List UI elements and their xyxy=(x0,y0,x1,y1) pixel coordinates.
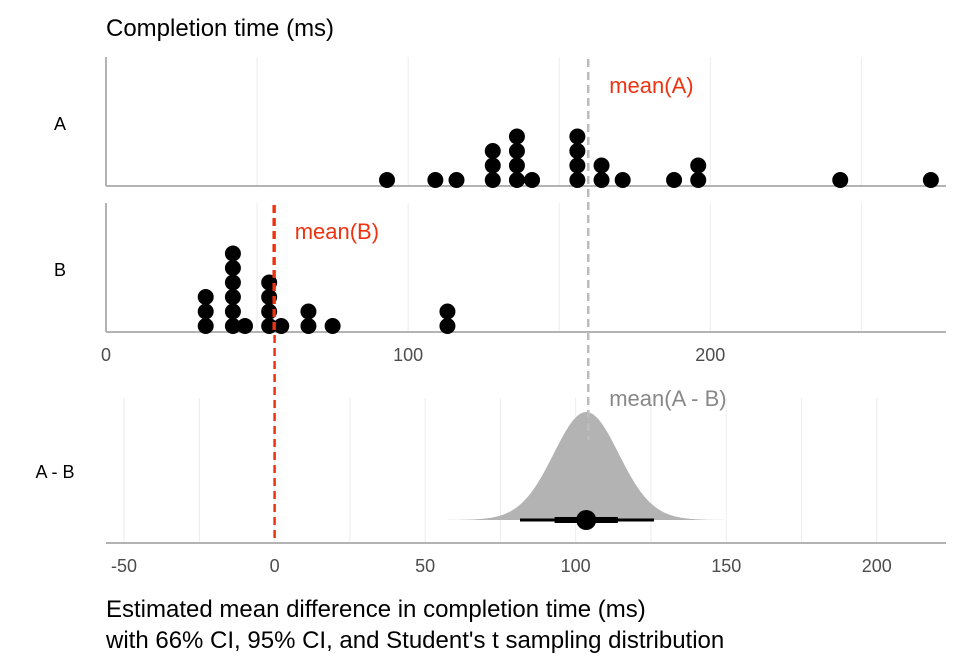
data-point-A xyxy=(524,172,541,188)
data-point-A xyxy=(448,172,465,188)
top-x-tick-label: 100 xyxy=(393,345,423,365)
data-point-B xyxy=(224,274,241,291)
data-point-A xyxy=(690,157,707,174)
data-point-B xyxy=(224,318,241,334)
data-point-B xyxy=(224,260,241,276)
data-point-B xyxy=(324,318,341,334)
mean-b-label: mean(B) xyxy=(295,219,379,244)
data-point-A xyxy=(484,143,501,159)
data-point-B xyxy=(224,289,241,305)
data-point-B xyxy=(197,303,214,320)
data-point-A xyxy=(922,172,939,188)
data-point-A xyxy=(690,172,707,188)
data-point-B xyxy=(224,303,241,320)
data-point-A xyxy=(484,172,501,188)
top-chart-title: Completion time (ms) xyxy=(106,15,334,42)
grid-lines xyxy=(105,57,878,543)
data-point-A xyxy=(508,172,525,188)
mean-a-label: mean(A) xyxy=(609,73,693,98)
data-point-A xyxy=(379,172,396,188)
diff-x-tick-label: 50 xyxy=(415,556,435,576)
top-x-tick-label: 200 xyxy=(695,345,725,365)
chart-marks: 0 100 200 -50 0 50 100 150 200 xyxy=(101,57,946,576)
data-point-A xyxy=(508,157,525,174)
data-point-A xyxy=(508,128,525,145)
data-point-A xyxy=(569,128,586,145)
panel-a-label: A xyxy=(54,114,66,134)
data-point-B xyxy=(273,318,290,334)
data-point-A xyxy=(569,157,586,174)
top-x-tick-label: 0 xyxy=(101,345,111,365)
bottom-chart-title: Estimated mean difference in completion … xyxy=(106,596,646,623)
data-point-B xyxy=(197,318,214,334)
mean-diff-label: mean(A - B) xyxy=(609,386,726,411)
diff-x-tick-label: 100 xyxy=(561,556,591,576)
diff-x-tick-label: 150 xyxy=(711,556,741,576)
panel-b-label: B xyxy=(54,260,66,280)
data-point-A xyxy=(569,143,586,159)
point-estimate xyxy=(576,510,597,530)
data-point-B xyxy=(439,303,456,320)
data-point-A xyxy=(614,172,631,188)
data-point-A xyxy=(569,172,586,188)
data-point-B xyxy=(300,303,317,320)
data-point-A xyxy=(832,172,849,188)
data-point-A xyxy=(593,172,610,188)
bottom-chart-subtitle: with 66% CI, 95% CI, and Student's t sam… xyxy=(105,627,724,654)
diff-x-tick-label: 200 xyxy=(862,556,892,576)
diff-x-tick-label: 0 xyxy=(270,556,280,576)
data-point-B xyxy=(197,289,214,305)
data-point-B xyxy=(439,318,456,334)
diff-x-tick-label: -50 xyxy=(111,556,137,576)
data-point-A xyxy=(508,143,525,159)
diff-row-label: A - B xyxy=(35,462,74,482)
data-point-A xyxy=(593,157,610,174)
data-point-A xyxy=(427,172,444,188)
data-point-B xyxy=(236,318,253,334)
data-point-B xyxy=(224,245,241,262)
sampling-distribution xyxy=(447,412,726,520)
data-point-A xyxy=(666,172,683,188)
data-point-B xyxy=(300,318,317,334)
data-point-A xyxy=(484,157,501,174)
